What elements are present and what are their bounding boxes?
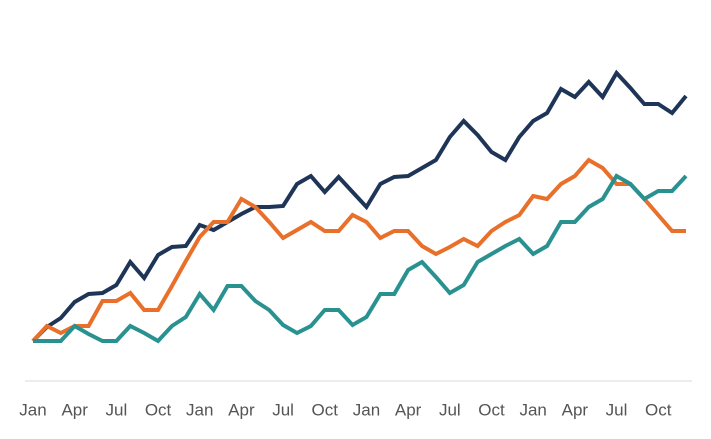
line-series	[33, 173, 688, 344]
line-series	[31, 69, 688, 343]
x-tick-label: Apr	[228, 400, 255, 419]
x-tick-label: Apr	[562, 400, 589, 419]
x-tick-label: Oct	[645, 400, 672, 419]
x-tick-label: Oct	[145, 400, 172, 419]
x-tick-label: Jan	[353, 400, 380, 419]
x-tick-label: Jan	[519, 400, 546, 419]
x-tick-label: Jul	[105, 400, 127, 419]
x-tick-label: Jan	[19, 400, 46, 419]
x-tick-label: Oct	[478, 400, 505, 419]
x-tick-label: Oct	[312, 400, 339, 419]
x-tick-label: Apr	[395, 400, 422, 419]
x-tick-label: Jul	[606, 400, 628, 419]
x-tick-label: Jan	[186, 400, 213, 419]
x-tick-label: Apr	[61, 400, 88, 419]
line-series	[31, 157, 686, 343]
x-tick-label: Jul	[272, 400, 294, 419]
x-tick-label: Jul	[439, 400, 461, 419]
